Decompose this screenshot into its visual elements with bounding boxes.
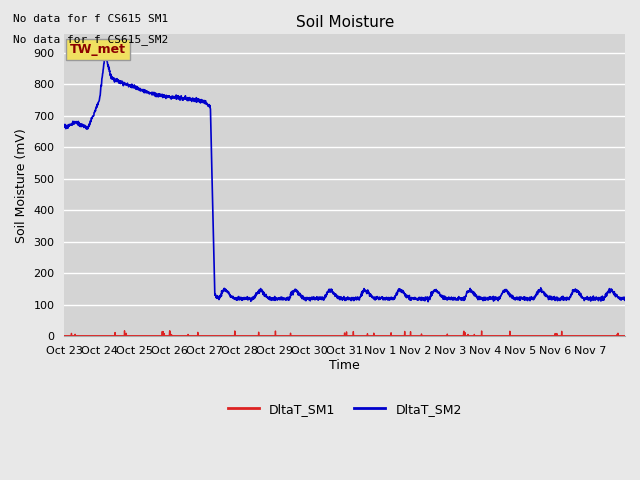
Y-axis label: Soil Moisture (mV): Soil Moisture (mV)	[15, 128, 28, 242]
Title: Soil Moisture: Soil Moisture	[296, 15, 394, 30]
Text: No data for f CS615_SM2: No data for f CS615_SM2	[13, 34, 168, 45]
X-axis label: Time: Time	[330, 359, 360, 372]
Text: TW_met: TW_met	[70, 43, 126, 56]
Legend: DltaT_SM1, DltaT_SM2: DltaT_SM1, DltaT_SM2	[223, 398, 467, 421]
Text: No data for f CS615 SM1: No data for f CS615 SM1	[13, 14, 168, 24]
